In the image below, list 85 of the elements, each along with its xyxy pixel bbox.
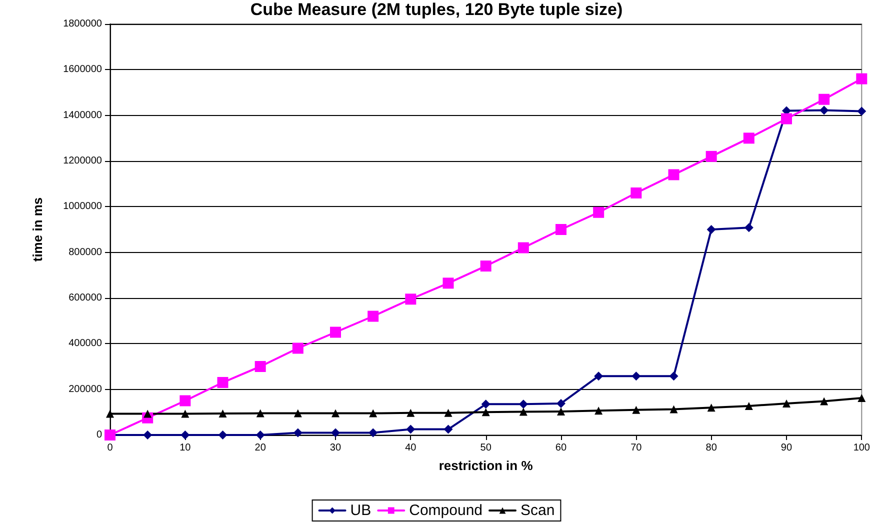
point	[480, 260, 492, 272]
point	[368, 310, 379, 322]
x-tick-label: 70	[630, 442, 642, 454]
point	[481, 400, 490, 409]
point	[782, 399, 790, 408]
point	[330, 326, 341, 338]
y-tick-label: 1200000	[63, 156, 102, 166]
point	[180, 430, 190, 440]
y-tick-label: 1000000	[63, 201, 102, 212]
point	[630, 187, 642, 198]
point	[632, 406, 640, 414]
point	[217, 376, 228, 388]
point	[780, 113, 792, 124]
y-tick-label: 400000	[68, 338, 102, 350]
point	[482, 408, 490, 416]
point	[818, 94, 830, 105]
point	[405, 294, 416, 305]
point	[706, 150, 717, 162]
point	[330, 428, 340, 438]
x-tick-label: 90	[780, 442, 792, 454]
x-tick-label: 20	[254, 442, 266, 454]
point	[858, 394, 866, 402]
point	[744, 223, 754, 232]
x-tick-label: 30	[330, 442, 342, 454]
point	[593, 206, 604, 218]
x-tick-label: 100	[853, 442, 870, 454]
point	[519, 408, 528, 416]
y-tick-label: 1400000	[63, 110, 102, 121]
point	[444, 408, 452, 417]
point	[707, 404, 716, 412]
point	[106, 410, 114, 418]
point	[556, 407, 565, 416]
y-tick-label: 0	[96, 430, 102, 440]
y-tick-label: 1800000	[63, 18, 102, 30]
point	[442, 278, 454, 289]
x-tick-label: 40	[405, 442, 417, 454]
point	[632, 372, 641, 381]
point	[254, 361, 266, 372]
point	[406, 408, 415, 417]
point	[218, 430, 228, 440]
point	[555, 224, 566, 235]
point	[670, 405, 678, 414]
point	[594, 372, 604, 381]
x-tick-label: 50	[480, 442, 492, 454]
x-tick-label: 0	[107, 442, 114, 454]
point	[368, 428, 378, 438]
point	[669, 372, 678, 381]
y-tick-label: 600000	[68, 292, 102, 304]
point	[820, 106, 829, 115]
point	[256, 430, 265, 440]
y-tick-label: 200000	[68, 384, 102, 395]
point	[820, 397, 828, 406]
point	[518, 400, 528, 409]
x-tick-label: 60	[555, 442, 567, 454]
chart-title: Cube Measure (2M tuples, 120 Byte tuple size)	[250, 0, 623, 19]
point	[181, 410, 190, 418]
point	[444, 424, 453, 434]
y-tick-label: 1600000	[63, 64, 102, 76]
point	[594, 406, 603, 415]
point	[406, 424, 416, 434]
point	[331, 409, 340, 418]
point	[518, 242, 529, 254]
point	[218, 410, 227, 418]
point	[743, 132, 754, 144]
y-tick-label: 800000	[68, 246, 102, 258]
point	[292, 342, 304, 354]
legend-label: Compound	[409, 502, 483, 519]
legend-label: UB	[350, 502, 372, 519]
x-tick-label: 80	[706, 442, 718, 454]
legend-label: Scan	[520, 502, 555, 519]
point	[668, 169, 680, 180]
point	[856, 73, 868, 84]
y-axis-title: time in ms	[30, 197, 45, 262]
point	[556, 398, 566, 408]
x-tick-label: 10	[180, 442, 192, 454]
point	[857, 106, 866, 116]
point	[180, 395, 191, 406]
point	[744, 402, 753, 410]
point	[144, 410, 152, 418]
x-axis-title: restriction in %	[438, 458, 534, 473]
point	[369, 409, 378, 418]
point	[294, 409, 302, 418]
point	[293, 428, 302, 438]
point	[706, 225, 716, 234]
point	[256, 409, 264, 418]
